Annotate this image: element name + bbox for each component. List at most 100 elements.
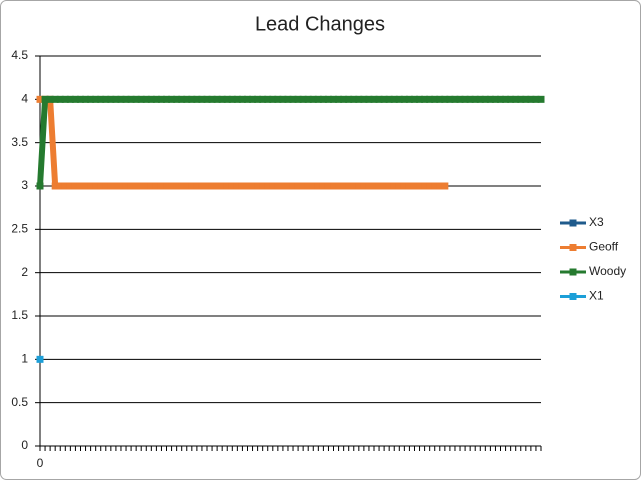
point-marker bbox=[259, 95, 267, 103]
point-marker bbox=[107, 182, 115, 190]
point-marker bbox=[163, 182, 171, 190]
point-marker bbox=[112, 95, 120, 103]
point-marker bbox=[426, 95, 434, 103]
legend-label: Geoff bbox=[589, 240, 619, 254]
point-marker bbox=[471, 95, 479, 103]
point-marker bbox=[92, 95, 100, 103]
point-marker bbox=[345, 95, 353, 103]
point-marker bbox=[269, 182, 277, 190]
point-marker bbox=[203, 182, 211, 190]
point-marker bbox=[147, 95, 155, 103]
point-marker bbox=[340, 182, 348, 190]
point-marker bbox=[36, 355, 44, 363]
point-marker bbox=[269, 95, 277, 103]
chart-title: Lead Changes bbox=[255, 13, 385, 35]
point-marker bbox=[92, 182, 100, 190]
point-marker bbox=[259, 182, 267, 190]
point-marker bbox=[289, 95, 297, 103]
point-marker bbox=[223, 95, 231, 103]
point-marker bbox=[213, 182, 221, 190]
point-marker bbox=[117, 182, 125, 190]
point-marker bbox=[208, 182, 216, 190]
point-marker bbox=[522, 95, 530, 103]
point-marker bbox=[441, 95, 449, 103]
point-marker bbox=[71, 182, 79, 190]
point-marker bbox=[193, 182, 201, 190]
legend-marker bbox=[569, 293, 577, 300]
point-marker bbox=[309, 95, 317, 103]
point-marker bbox=[127, 182, 135, 190]
point-marker bbox=[82, 95, 90, 103]
point-marker bbox=[532, 95, 540, 103]
point-marker bbox=[178, 182, 186, 190]
y-tick-label: 3.5 bbox=[11, 135, 28, 149]
point-marker bbox=[497, 95, 505, 103]
point-marker bbox=[426, 182, 434, 190]
point-marker bbox=[360, 182, 368, 190]
point-marker bbox=[233, 182, 241, 190]
point-marker bbox=[163, 95, 171, 103]
point-marker bbox=[314, 95, 322, 103]
y-tick-label: 4 bbox=[21, 92, 28, 106]
point-marker bbox=[299, 95, 307, 103]
point-marker bbox=[410, 95, 418, 103]
y-tick-label: 0 bbox=[21, 438, 28, 452]
point-marker bbox=[264, 182, 272, 190]
point-marker bbox=[142, 95, 150, 103]
point-marker bbox=[299, 182, 307, 190]
point-marker bbox=[137, 182, 145, 190]
point-marker bbox=[355, 95, 363, 103]
point-marker bbox=[254, 95, 262, 103]
point-marker bbox=[213, 95, 221, 103]
y-tick-label: 4.5 bbox=[11, 48, 28, 62]
point-marker bbox=[385, 182, 393, 190]
point-marker bbox=[36, 182, 44, 190]
point-marker bbox=[223, 182, 231, 190]
point-marker bbox=[61, 95, 69, 103]
point-marker bbox=[168, 182, 176, 190]
legend-label: Woody bbox=[589, 264, 626, 278]
point-marker bbox=[375, 95, 383, 103]
point-marker bbox=[208, 95, 216, 103]
point-marker bbox=[243, 95, 251, 103]
point-marker bbox=[137, 95, 145, 103]
point-marker bbox=[188, 95, 196, 103]
point-marker bbox=[345, 182, 353, 190]
point-marker bbox=[97, 182, 105, 190]
point-marker bbox=[324, 95, 332, 103]
point-marker bbox=[410, 182, 418, 190]
point-marker bbox=[183, 182, 191, 190]
point-marker bbox=[481, 95, 489, 103]
point-marker bbox=[218, 95, 226, 103]
point-marker bbox=[243, 182, 251, 190]
point-marker bbox=[517, 95, 525, 103]
point-marker bbox=[228, 182, 236, 190]
point-marker bbox=[370, 95, 378, 103]
legend-label: X3 bbox=[589, 215, 604, 229]
point-marker bbox=[319, 95, 327, 103]
point-marker bbox=[228, 95, 236, 103]
point-marker bbox=[36, 95, 44, 103]
point-marker bbox=[365, 182, 373, 190]
legend-label: X1 bbox=[589, 289, 604, 303]
point-marker bbox=[370, 182, 378, 190]
legend-marker bbox=[569, 244, 577, 251]
point-marker bbox=[168, 95, 176, 103]
point-marker bbox=[319, 182, 327, 190]
point-marker bbox=[380, 182, 388, 190]
point-marker bbox=[451, 95, 459, 103]
point-marker bbox=[51, 95, 59, 103]
point-marker bbox=[431, 95, 439, 103]
point-marker bbox=[294, 182, 302, 190]
point-marker bbox=[122, 95, 130, 103]
point-marker bbox=[350, 95, 358, 103]
point-marker bbox=[238, 95, 246, 103]
point-marker bbox=[117, 95, 125, 103]
point-marker bbox=[76, 95, 84, 103]
point-marker bbox=[152, 182, 160, 190]
point-marker bbox=[335, 182, 343, 190]
point-marker bbox=[203, 95, 211, 103]
point-marker bbox=[238, 182, 246, 190]
point-marker bbox=[289, 182, 297, 190]
point-marker bbox=[304, 182, 312, 190]
